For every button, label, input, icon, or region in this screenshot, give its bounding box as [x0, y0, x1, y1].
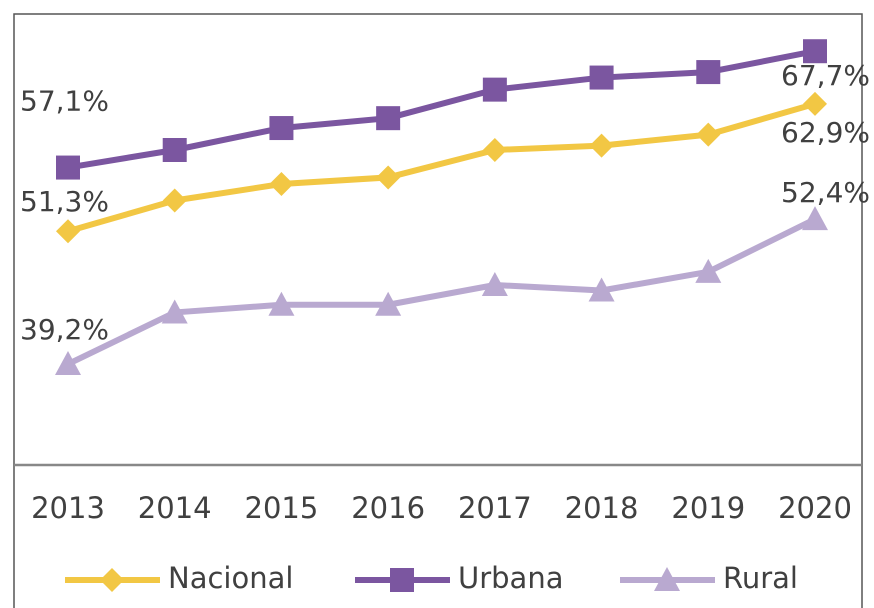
data-point — [375, 291, 402, 316]
x-tick-label: 2013 — [31, 491, 105, 525]
series-line — [67, 101, 816, 235]
data-label: 52,4% — [781, 176, 870, 209]
data-label: 39,2% — [20, 313, 109, 346]
data-point — [269, 172, 294, 197]
data-point — [696, 60, 721, 85]
legend-marker — [390, 568, 414, 592]
chart-frame — [13, 13, 863, 608]
series-line — [66, 216, 817, 367]
legend-label: Nacional — [168, 561, 293, 595]
x-tick-label: 2014 — [138, 491, 212, 525]
x-tick-label: 2018 — [565, 491, 639, 525]
data-label: 67,7% — [781, 59, 870, 92]
data-point — [162, 138, 187, 162]
data-point — [376, 165, 401, 190]
legend-label: Urbana — [458, 561, 563, 595]
data-point — [56, 155, 80, 180]
data-point — [482, 138, 507, 162]
data-point — [162, 188, 187, 213]
data-point — [803, 39, 827, 64]
data-point — [802, 206, 828, 231]
data-point — [55, 351, 81, 376]
data-point — [696, 122, 721, 147]
data-label: 57,1% — [20, 85, 109, 118]
legend-marker — [654, 567, 680, 591]
data-point — [695, 258, 722, 283]
data-point — [803, 91, 827, 116]
data-point — [589, 65, 614, 90]
x-tick-label: 2016 — [351, 491, 425, 525]
legend-label: Rural — [723, 561, 798, 595]
x-tick-label: 2019 — [671, 491, 745, 525]
series-line — [67, 48, 816, 171]
data-point — [56, 219, 80, 244]
x-tick-label: 2020 — [778, 491, 852, 525]
data-point — [588, 277, 615, 302]
data-point — [161, 299, 188, 324]
x-tick-label: 2017 — [458, 491, 532, 525]
legend-marker — [100, 568, 124, 592]
data-point — [376, 106, 401, 131]
data-point — [269, 116, 294, 141]
data-point — [268, 291, 295, 316]
data-point — [482, 77, 507, 102]
data-point — [589, 133, 614, 158]
data-label: 62,9% — [781, 116, 870, 149]
x-tick-label: 2015 — [245, 491, 319, 525]
data-label: 51,3% — [20, 185, 109, 218]
data-point — [481, 272, 508, 296]
